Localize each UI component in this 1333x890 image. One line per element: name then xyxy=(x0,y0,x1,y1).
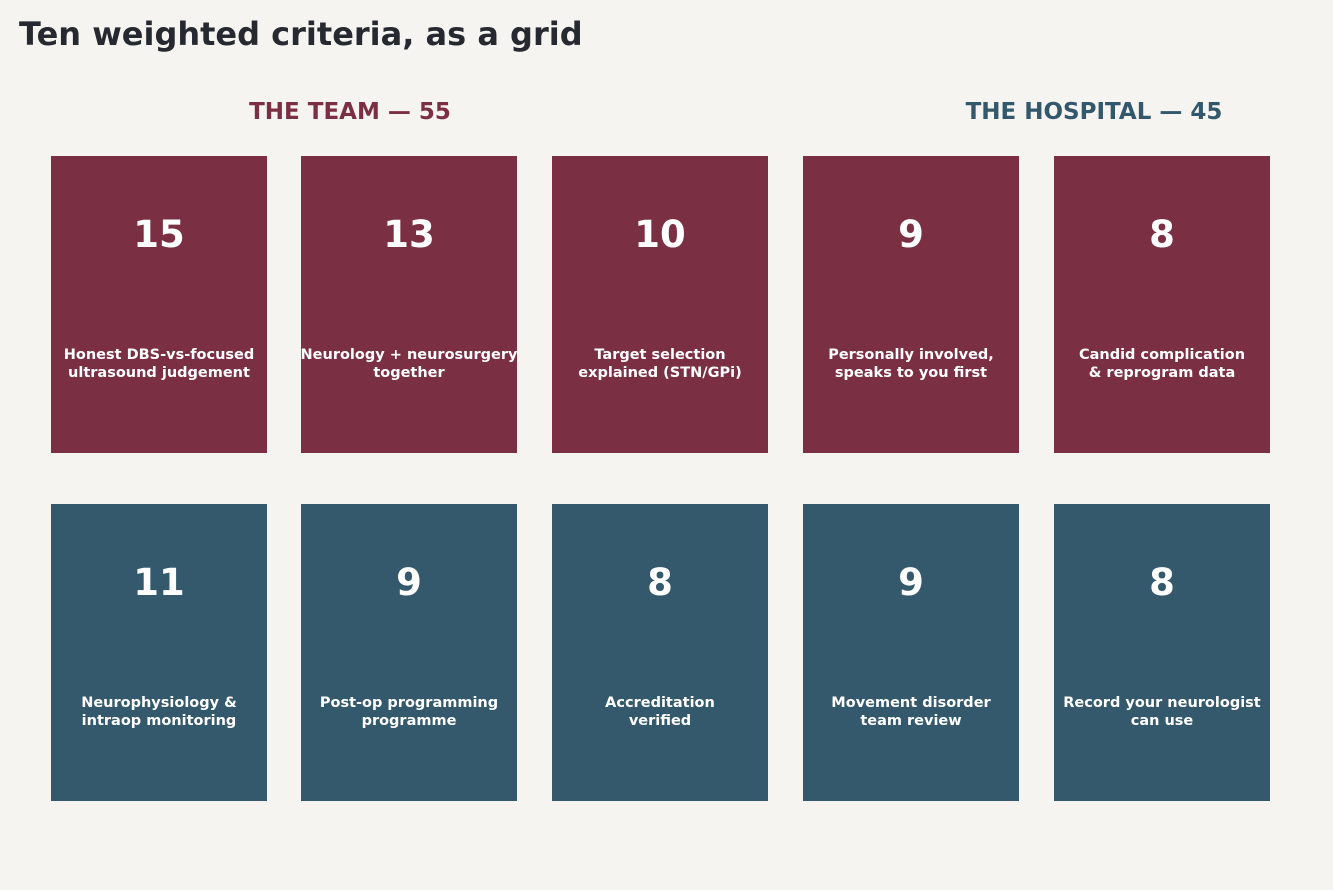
hospital-criterion-tile: 9 Post-op programming programme xyxy=(301,504,517,801)
hospital-group-label: THE HOSPITAL — 45 xyxy=(965,99,1223,125)
criterion-label: Personally involved, speaks to you first xyxy=(828,347,994,381)
hospital-criterion-tile: 8 Accreditation verified xyxy=(552,504,768,801)
hospital-criterion-tile: 9 Movement disorder team review xyxy=(803,504,1019,801)
criterion-weight: 9 xyxy=(898,561,924,604)
criterion-label: Accreditation verified xyxy=(605,695,715,729)
team-group-label: THE TEAM — 55 xyxy=(249,99,451,125)
criterion-weight: 13 xyxy=(383,213,435,256)
criterion-weight: 10 xyxy=(634,213,686,256)
criterion-weight: 8 xyxy=(1149,213,1175,256)
criterion-label: Target selection explained (STN/GPi) xyxy=(578,347,742,381)
hospital-criterion-tile: 8 Record your neurologist can use xyxy=(1054,504,1270,801)
team-criterion-tile: 8 Candid complication & reprogram data xyxy=(1054,156,1270,453)
criterion-label: Neurology + neurosurgery together xyxy=(300,347,518,381)
team-criterion-tile: 13 Neurology + neurosurgery together xyxy=(301,156,517,453)
criterion-weight: 8 xyxy=(647,561,673,604)
criterion-label: Record your neurologist can use xyxy=(1063,695,1261,729)
team-criterion-tile: 9 Personally involved, speaks to you fir… xyxy=(803,156,1019,453)
criterion-label: Post-op programming programme xyxy=(319,695,499,729)
criterion-label: Candid complication & reprogram data xyxy=(1078,347,1246,381)
criterion-label: Movement disorder team review xyxy=(831,695,991,729)
criterion-weight: 9 xyxy=(396,561,422,604)
criterion-weight: 8 xyxy=(1149,561,1175,604)
team-criterion-tile: 10 Target selection explained (STN/GPi) xyxy=(552,156,768,453)
page-title: Ten weighted criteria, as a grid xyxy=(19,15,583,53)
criterion-label: Neurophysiology & intraop monitoring xyxy=(81,695,237,729)
criterion-weight: 9 xyxy=(898,213,924,256)
criterion-label: Honest DBS-vs-focused ultrasound judgeme… xyxy=(63,347,255,381)
criterion-weight: 15 xyxy=(133,213,185,256)
team-criterion-tile: 15 Honest DBS-vs-focused ultrasound judg… xyxy=(51,156,267,453)
criterion-weight: 11 xyxy=(133,561,185,604)
hospital-criterion-tile: 11 Neurophysiology & intraop monitoring xyxy=(51,504,267,801)
